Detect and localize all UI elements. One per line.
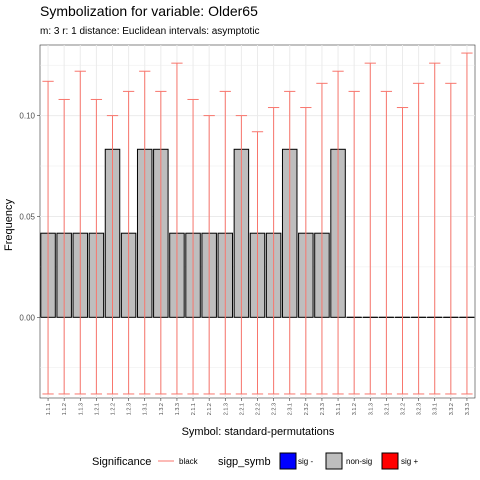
interval bbox=[300, 107, 312, 395]
x-tick-label: 2.1.1 bbox=[191, 403, 197, 415]
x-tick-label: 1.2.2 bbox=[111, 403, 117, 415]
x-tick-label: 2.3.3 bbox=[320, 403, 326, 415]
x-tick-label: 3.2.1 bbox=[384, 403, 390, 415]
legend-item-label: sig - bbox=[298, 457, 313, 466]
interval bbox=[42, 80, 54, 395]
y-tick-label: 0.10 bbox=[19, 112, 35, 121]
interval bbox=[122, 90, 135, 395]
interval bbox=[90, 98, 103, 395]
y-tick-label: 0.00 bbox=[19, 313, 35, 322]
x-tick-label: 3.1.3 bbox=[368, 403, 374, 415]
x-tick-label: 1.2.3 bbox=[127, 403, 133, 415]
chart-subtitle: m: 3 r: 1 distance: Euclidean intervals:… bbox=[40, 26, 260, 37]
interval bbox=[445, 82, 457, 395]
interval bbox=[187, 98, 199, 395]
x-axis: 1.1.1 1.1.2 1.1.3 1.2.1 1.2.2 1.2.3 1.3.1 1.3.2… bbox=[46, 398, 471, 415]
interval bbox=[396, 107, 409, 395]
x-tick-label: 2.2.2 bbox=[256, 403, 262, 415]
chart-title: Symbolization for variable: Older65 bbox=[40, 3, 258, 19]
interval bbox=[267, 107, 280, 395]
interval bbox=[348, 90, 360, 395]
x-tick-label: 1.3.1 bbox=[143, 403, 149, 415]
interval bbox=[219, 90, 231, 395]
interval bbox=[380, 90, 393, 395]
x-tick-label: 3.3.1 bbox=[433, 403, 439, 415]
x-tick-label: 2.1.2 bbox=[207, 403, 213, 415]
x-tick-label: 3.2.3 bbox=[417, 403, 423, 415]
interval bbox=[155, 90, 167, 395]
x-axis-label: Symbol: standard-permutations bbox=[182, 426, 335, 438]
legend-item-label: non-sig bbox=[346, 457, 372, 466]
legend: Significance black sigp_symb sig - non-si… bbox=[92, 452, 418, 470]
interval bbox=[364, 62, 376, 395]
interval bbox=[74, 70, 86, 395]
legend-fill-title: sigp_symb bbox=[218, 456, 271, 468]
interval bbox=[235, 115, 248, 395]
interval bbox=[429, 62, 441, 395]
x-tick-label: 3.3.2 bbox=[449, 403, 455, 415]
legend-swatch bbox=[325, 452, 343, 470]
y-axis: 0.00 0.05 0.10 bbox=[19, 112, 40, 322]
x-tick-label: 2.2.3 bbox=[272, 403, 278, 415]
x-tick-label: 3.2.2 bbox=[401, 403, 407, 415]
y-axis-label: Frequency bbox=[3, 199, 15, 251]
x-tick-label: 2.3.1 bbox=[288, 403, 294, 415]
interval bbox=[316, 82, 328, 395]
interval bbox=[461, 52, 473, 395]
x-tick-label: 2.3.2 bbox=[304, 403, 310, 415]
interval bbox=[203, 115, 215, 395]
legend-line-title: Significance bbox=[92, 456, 151, 468]
interval bbox=[58, 98, 70, 395]
x-tick-label: 1.3.3 bbox=[175, 403, 181, 415]
x-tick-label: 3.1.1 bbox=[336, 403, 342, 415]
interval bbox=[284, 90, 296, 395]
interval-bars bbox=[42, 52, 473, 395]
x-tick-label: 1.1.1 bbox=[46, 403, 52, 415]
interval bbox=[332, 70, 344, 395]
legend-swatch bbox=[381, 452, 399, 470]
x-tick-label: 1.1.3 bbox=[78, 403, 84, 415]
x-tick-label: 1.3.2 bbox=[159, 403, 165, 415]
interval bbox=[139, 70, 151, 395]
interval bbox=[412, 82, 425, 395]
x-tick-label: 2.2.1 bbox=[239, 403, 245, 415]
legend-item-label: sig + bbox=[401, 457, 418, 466]
x-tick-label: 3.1.2 bbox=[352, 403, 358, 415]
legend-line-label: black bbox=[179, 457, 199, 466]
x-tick-label: 1.2.1 bbox=[94, 403, 100, 415]
x-tick-label: 2.1.3 bbox=[223, 403, 229, 415]
interval bbox=[251, 131, 264, 395]
interval bbox=[171, 62, 183, 395]
y-tick-label: 0.05 bbox=[19, 212, 35, 221]
legend-swatch bbox=[279, 452, 297, 470]
x-tick-label: 1.1.2 bbox=[62, 403, 68, 415]
interval bbox=[106, 115, 119, 395]
x-tick-label: 3.3.3 bbox=[465, 403, 471, 415]
